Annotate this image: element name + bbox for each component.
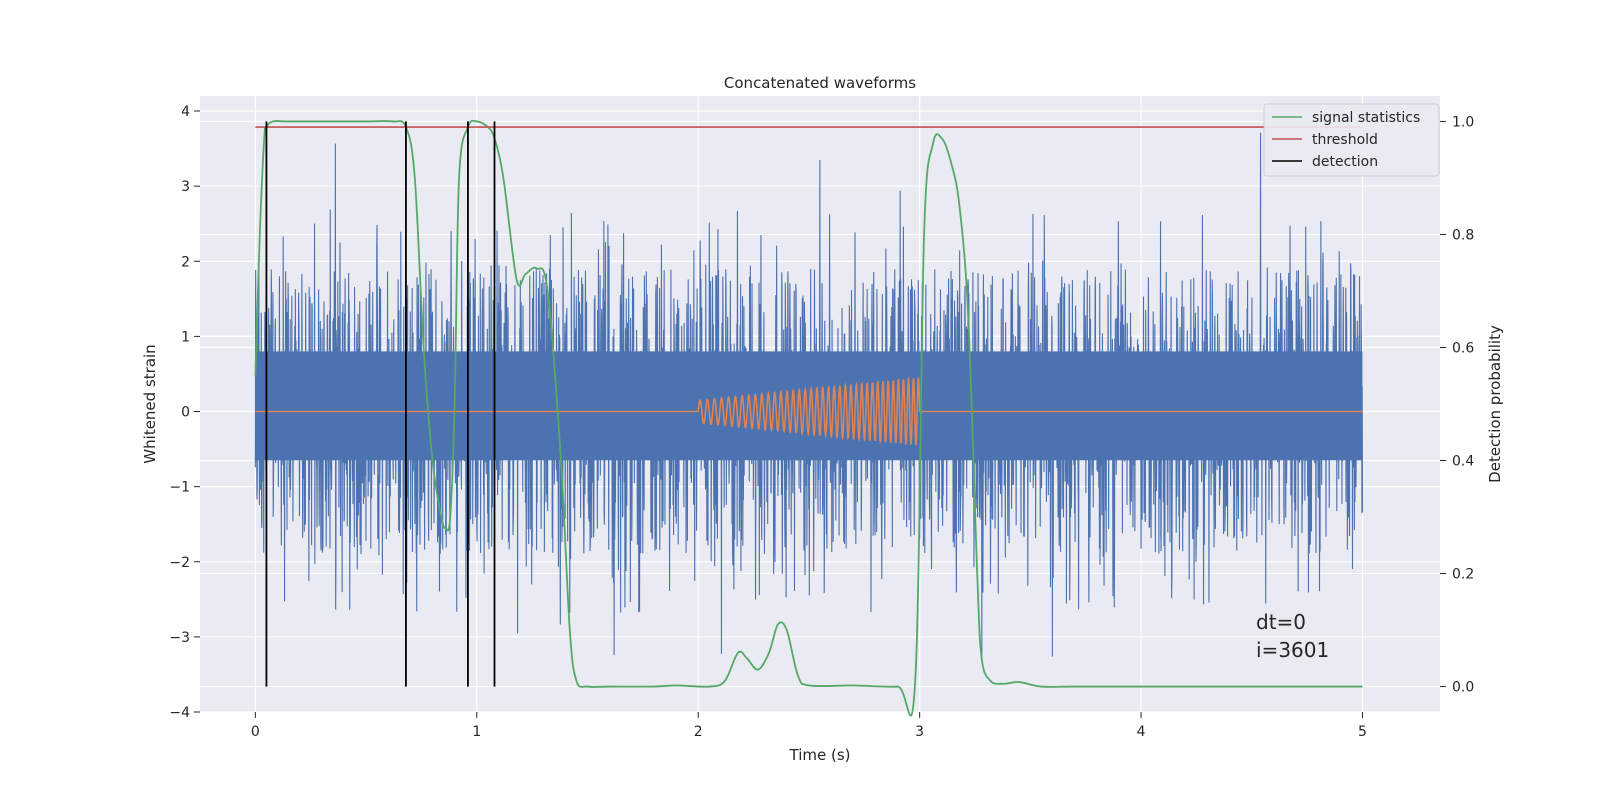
x-tick-label: 3 (915, 724, 924, 740)
y-tick-label: 3 (181, 179, 190, 195)
signal-statistics-line (254, 119, 1363, 717)
x-axis-label: Time (s) (789, 746, 851, 764)
chart-title: Concatenated waveforms (724, 74, 916, 92)
legend-label-detection: detection (1312, 154, 1378, 170)
injected-waveform-line (255, 376, 1363, 446)
x-tick-label: 2 (694, 724, 703, 740)
detection-series (265, 121, 496, 687)
signal-statistics-series (254, 119, 1363, 717)
left-y-axis-ticks: −4 −3 −2 −1 0 1 2 3 4 (169, 104, 200, 721)
x-axis-ticks: 0 1 2 3 4 5 (251, 712, 1367, 740)
annotation-dt: dt=0 (1256, 610, 1306, 634)
strain-series (254, 132, 1364, 660)
legend-label-signal-statistics: signal statistics (1312, 110, 1420, 126)
right-y-tick-label: 1.0 (1452, 114, 1474, 130)
y-tick-label: −2 (169, 555, 190, 571)
legend-box (1263, 103, 1440, 177)
y-tick-label: 4 (181, 104, 190, 120)
legend: signal statistics threshold detection (1263, 103, 1440, 177)
right-y-axis-ticks: 0.0 0.2 0.4 0.6 0.8 1.0 (1440, 114, 1474, 696)
y-tick-label: −1 (169, 480, 190, 496)
right-y-tick-label: 0.4 (1452, 454, 1474, 470)
right-y-tick-label: 0.6 (1452, 340, 1474, 356)
y-tick-label: 2 (181, 254, 190, 270)
x-tick-label: 1 (472, 724, 481, 740)
y-axis-label: Whitened strain (141, 344, 159, 463)
y-tick-label: 0 (181, 405, 190, 421)
right-y-tick-label: 0.0 (1452, 680, 1474, 696)
injected-waveform-series (255, 376, 1363, 446)
y-tick-label: −3 (169, 630, 190, 646)
x-tick-label: 5 (1358, 724, 1367, 740)
x-tick-label: 0 (251, 724, 260, 740)
right-y-tick-label: 0.2 (1452, 567, 1474, 583)
x-tick-label: 4 (1137, 724, 1146, 740)
annotation-index: i=3601 (1256, 638, 1329, 662)
y-tick-label: 1 (181, 329, 190, 345)
legend-label-threshold: threshold (1312, 132, 1378, 148)
y-tick-label: −4 (169, 705, 190, 721)
right-y-tick-label: 0.8 (1452, 227, 1474, 243)
right-y-axis-label: Detection probability (1486, 325, 1504, 483)
strain-dense-band (255, 351, 1363, 461)
